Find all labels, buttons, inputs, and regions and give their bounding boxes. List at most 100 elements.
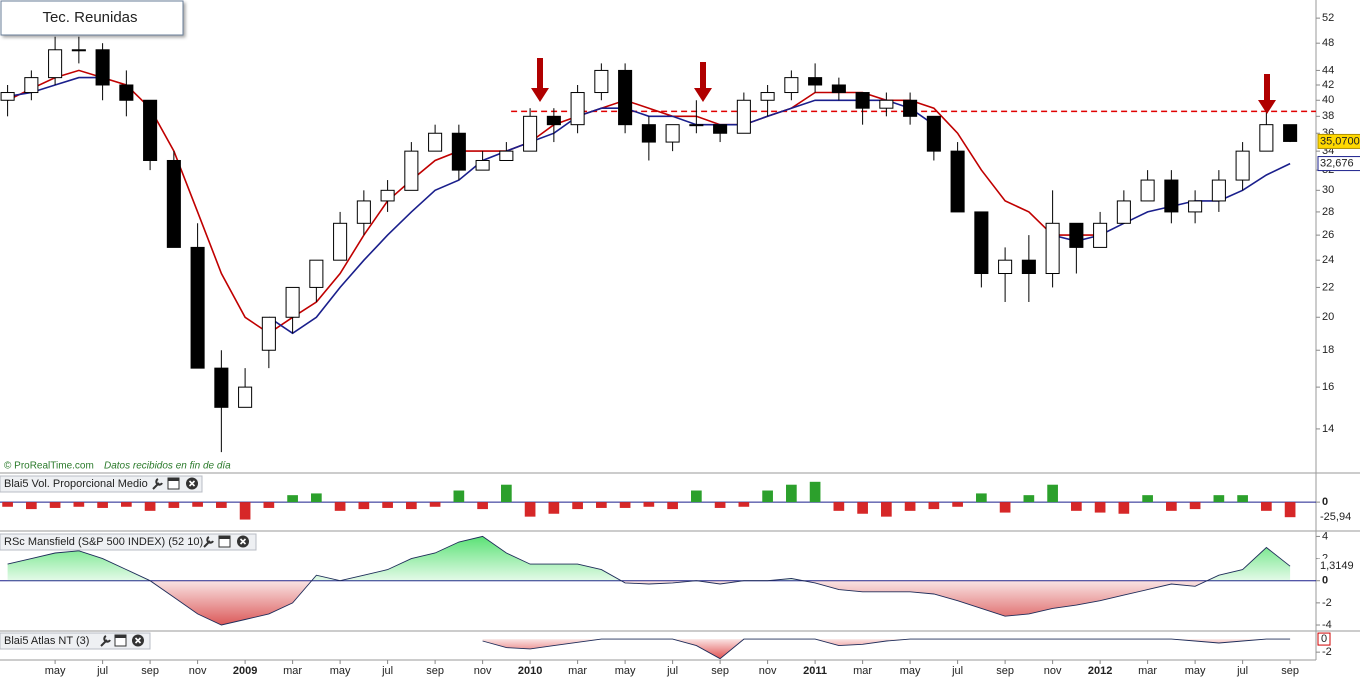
bar <box>358 502 370 510</box>
bar <box>786 484 797 503</box>
bar <box>49 502 61 508</box>
y-tick-label: -2 <box>1322 597 1332 609</box>
candle-body <box>760 92 775 101</box>
header-box <box>0 533 257 551</box>
y-tick-label: 30 <box>1322 184 1334 196</box>
y-tick-label: 42 <box>1322 79 1334 91</box>
value-label: 32,676 <box>1320 157 1354 169</box>
area-negative <box>150 580 1208 625</box>
candle-body <box>71 49 86 52</box>
y-tick-label: 52 <box>1322 12 1334 24</box>
icon-window[interactable] <box>218 535 231 548</box>
candle-body <box>1021 259 1036 275</box>
y-tick-label: 16 <box>1322 381 1334 393</box>
icon-settings[interactable] <box>203 536 214 548</box>
bar <box>904 502 916 511</box>
bar <box>928 502 940 510</box>
value-label-box <box>1317 156 1360 172</box>
x-tick-label: may <box>330 665 351 677</box>
bar <box>429 502 441 507</box>
value-label-box <box>1317 558 1360 574</box>
x-tick-label: nov <box>1044 665 1062 677</box>
candle-body <box>499 150 514 161</box>
candle-body <box>784 77 799 94</box>
icon-settings[interactable] <box>100 635 111 647</box>
x-tick-label: jul <box>951 665 963 677</box>
bar <box>168 502 180 508</box>
candle-body <box>926 115 941 152</box>
header-box <box>0 475 203 493</box>
bar <box>548 502 560 514</box>
x-tick-label: sep <box>141 665 159 677</box>
value-label-box <box>1317 632 1331 646</box>
candle-body <box>143 99 158 161</box>
y-tick-label: 38 <box>1322 110 1334 122</box>
header-box <box>0 632 151 650</box>
candle-body <box>1211 179 1226 202</box>
candle-body <box>380 189 395 202</box>
data-layer <box>0 17 1320 664</box>
icon-window[interactable] <box>114 634 127 647</box>
candle-body <box>475 159 490 171</box>
icon-close[interactable] <box>186 477 198 490</box>
x-tick-label: nov <box>759 665 777 677</box>
bar <box>833 502 845 511</box>
candle-body <box>546 115 561 126</box>
bar <box>1237 495 1248 503</box>
arrows <box>531 58 1276 114</box>
label-layer: may jul sep nov 2009 mar may jul sep nov 2010 mar ma… <box>45 12 1360 677</box>
candle-body <box>214 367 229 408</box>
candle-body <box>24 77 39 94</box>
bar <box>524 502 536 517</box>
candle-body <box>1164 179 1179 213</box>
indicator-title: Blai5 Atlas NT (3) <box>4 635 89 647</box>
candle-body <box>404 150 419 191</box>
bar <box>1261 502 1272 511</box>
icon-window[interactable] <box>167 477 180 490</box>
bar <box>382 502 393 508</box>
bar <box>334 502 346 511</box>
candle-body <box>451 132 466 171</box>
x-tick-label: mar <box>1138 665 1157 677</box>
candle-body <box>166 159 181 248</box>
icon-close[interactable] <box>237 535 249 548</box>
value-label: -25,94 <box>1320 511 1351 523</box>
value-label: 0 <box>1321 633 1327 645</box>
candle-body <box>641 124 656 143</box>
bar <box>73 502 85 507</box>
bar <box>714 502 726 508</box>
bar <box>1142 495 1153 503</box>
candle-body <box>523 115 538 152</box>
bar <box>1094 502 1106 513</box>
value-label-box <box>1317 133 1360 149</box>
bar <box>239 502 251 520</box>
panel-header: RSc Mansfield (S&P 500 INDEX) (52 10) <box>0 533 257 551</box>
candle-body <box>1259 124 1274 152</box>
bar <box>857 502 868 514</box>
bar <box>572 502 583 510</box>
x-tick-label: sep <box>1281 665 1299 677</box>
candle-body <box>903 99 918 117</box>
x-tick-label: sep <box>711 665 729 677</box>
candle-body <box>1188 200 1203 213</box>
candle-body <box>48 49 63 79</box>
x-tick-label: sep <box>996 665 1014 677</box>
candle-body <box>1235 150 1250 181</box>
candle-body <box>831 84 846 94</box>
candle-body <box>428 132 443 152</box>
candle-body <box>1116 200 1131 224</box>
bar <box>738 502 750 507</box>
y-tick-label: 26 <box>1322 229 1334 241</box>
x-tick-label: mar <box>283 665 302 677</box>
y-tick-label: -2 <box>1322 646 1332 658</box>
bar <box>216 502 227 508</box>
bar <box>881 502 892 517</box>
x-tick-label: mar <box>568 665 587 677</box>
y-tick-label: 20 <box>1322 311 1334 323</box>
candle-body <box>1093 222 1108 248</box>
icon-settings[interactable] <box>152 478 163 490</box>
candle-body <box>95 49 110 86</box>
icon-close[interactable] <box>132 634 144 647</box>
